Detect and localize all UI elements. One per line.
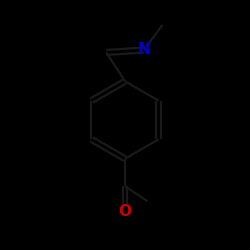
Text: N: N xyxy=(138,42,150,58)
Text: O: O xyxy=(118,204,132,219)
